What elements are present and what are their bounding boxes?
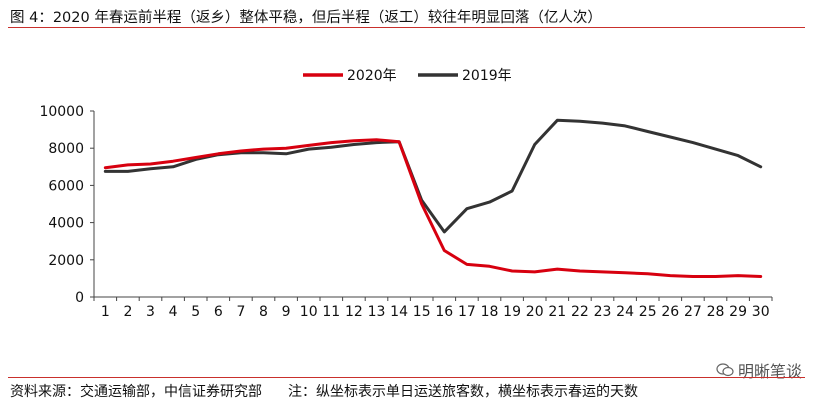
x-tick-label: 1 <box>101 304 110 320</box>
x-tick-label: 20 <box>526 304 544 320</box>
x-tick-label: 6 <box>214 304 223 320</box>
bottom-rule <box>8 377 805 378</box>
x-tick-label: 14 <box>390 304 408 320</box>
x-tick-label: 8 <box>259 304 268 320</box>
top-rule <box>8 27 805 28</box>
x-tick-label: 16 <box>435 304 453 320</box>
x-tick-label: 10 <box>300 304 318 320</box>
x-tick-label: 3 <box>146 304 155 320</box>
watermark: 明晰笔谈 <box>716 358 802 382</box>
y-tick-label: 8000 <box>48 141 84 157</box>
y-tick-label: 4000 <box>48 216 84 232</box>
x-tick-label: 21 <box>548 304 566 320</box>
legend-label: 2020年 <box>347 68 397 84</box>
x-tick-label: 24 <box>616 304 634 320</box>
series-lines <box>103 118 763 278</box>
x-tick-label: 29 <box>729 304 747 320</box>
x-tick-label: 13 <box>368 304 386 320</box>
x-tick-label: 27 <box>684 304 702 320</box>
y-tick-label: 10000 <box>39 104 84 120</box>
x-tick-label: 28 <box>707 304 725 320</box>
x-tick-label: 5 <box>191 304 200 320</box>
legend-label: 2019年 <box>462 68 512 84</box>
y-tick-label: 0 <box>75 290 84 306</box>
x-tick-label: 12 <box>345 304 363 320</box>
x-tick-label: 7 <box>236 304 245 320</box>
x-tick-label: 25 <box>639 304 657 320</box>
x-tick-label: 23 <box>594 304 612 320</box>
x-tick-label: 26 <box>661 304 679 320</box>
x-tick-label: 17 <box>458 304 476 320</box>
axis-note-text: 注：纵坐标表示单日运送旅客数，横坐标表示春运的天数 <box>288 384 638 400</box>
series-line-2019 <box>103 118 763 234</box>
y-tick-label: 6000 <box>48 178 84 194</box>
watermark-text: 明晰笔谈 <box>738 362 803 381</box>
wechat-icon <box>716 363 734 377</box>
x-tick-label: 11 <box>322 304 340 320</box>
x-tick-label: 9 <box>282 304 291 320</box>
x-tick-label: 22 <box>571 304 589 320</box>
figure-title: 图 4：2020 年春运前半程（返乡）整体平稳，但后半程（返工）较往年明显回落（… <box>10 10 602 26</box>
source-text: 资料来源：交通运输部，中信证券研究部 <box>10 384 262 400</box>
y-tick-label: 2000 <box>48 253 84 269</box>
x-tick-label: 4 <box>169 304 178 320</box>
legend: 2020年 2019年 <box>303 68 512 84</box>
x-tick-label: 15 <box>413 304 431 320</box>
series-line-2020 <box>103 138 763 278</box>
x-tick-label: 30 <box>752 304 770 320</box>
x-tick-label: 19 <box>503 304 521 320</box>
x-tick-label: 18 <box>481 304 499 320</box>
x-tick-label: 2 <box>123 304 132 320</box>
source-note: 资料来源：交通运输部，中信证券研究部 注：纵坐标表示单日运送旅客数，横坐标表示春运… <box>10 381 638 401</box>
